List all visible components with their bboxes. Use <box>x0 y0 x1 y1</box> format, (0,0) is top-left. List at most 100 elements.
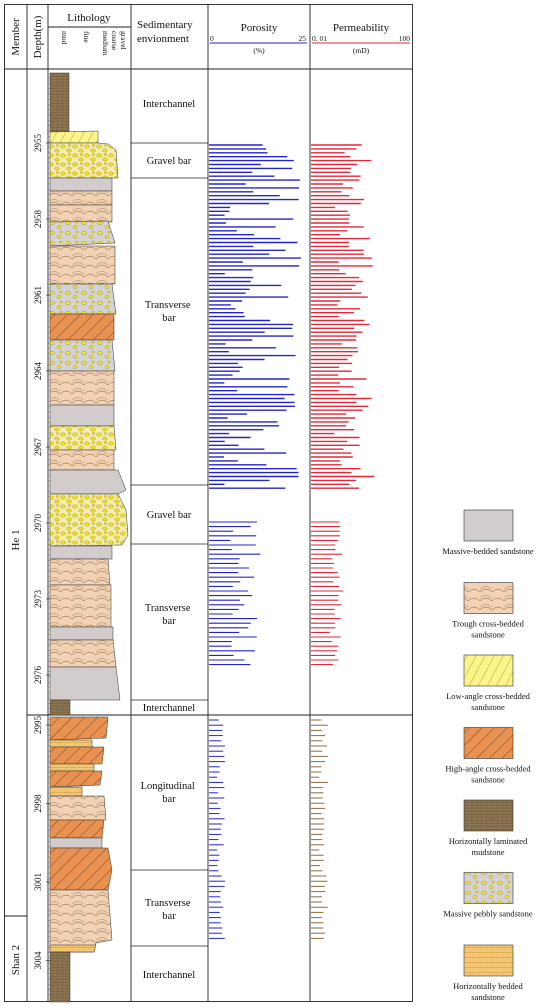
lith-pebbly-gravel-2 <box>49 425 117 451</box>
environment-interchannel-1: Interchannel <box>143 99 196 110</box>
legend-label-mud: mudstone <box>471 847 504 857</box>
porosity-header: Porosity <box>241 22 278 34</box>
lith-trough-7 <box>49 584 112 628</box>
lith-pebbly-gravel-3 <box>49 493 129 547</box>
depth-tick-lower-2: 3001 <box>33 873 43 891</box>
column-headers: Member Depth(m) Lithology mud fine mediu… <box>10 12 410 58</box>
legend-label-highangle: High-angle cross-bedded <box>445 764 531 774</box>
environment-transverse-bar-2: Transverse bar <box>145 603 193 627</box>
lith-lowangle <box>49 130 99 144</box>
legend-label-lowangle: Low-angle cross-bedded <box>446 691 531 701</box>
lith-trough-9 <box>49 795 107 821</box>
porosity-axis-max: 25 <box>299 34 307 43</box>
lith-massive-5 <box>49 626 114 641</box>
legend-label-highangle: sandstone <box>471 775 505 785</box>
grain-size-coarse: coarse <box>110 31 119 51</box>
legend-swatch-mud <box>463 799 514 832</box>
environment-gravel-bar-2: Gravel bar <box>147 510 192 521</box>
lith-mud-mid <box>49 699 71 716</box>
legend-label-horizontal: Horizontally bedded <box>453 981 523 991</box>
lith-massive-6 <box>49 666 121 701</box>
permeability-axis-max: 100 <box>399 34 411 43</box>
lithology-column <box>49 72 129 1003</box>
member-label-he1: He 1 <box>10 529 22 550</box>
legend: Massive-bedded sandstone Trough cross-bed… <box>442 509 534 1002</box>
member-label-shan2: Shan 2 <box>10 945 22 975</box>
environment-transverse-bar-1: Transverse bar <box>145 300 193 324</box>
lith-highangle-6 <box>49 847 113 891</box>
porosity-axis-min: 0 <box>210 34 214 43</box>
environment-labels: Interchannel Gravel bar Transverse bar G… <box>141 99 198 981</box>
lith-trough-3 <box>49 245 116 285</box>
environment-header-line1: Sedimentary <box>137 19 193 31</box>
depth-tick-upper-7: 2976 <box>33 666 43 685</box>
environment-transverse-bar-3: Transverse bar <box>145 898 193 922</box>
depth-tick-upper-5: 2970 <box>33 514 43 533</box>
legend-label-lowangle: sandstone <box>471 702 505 712</box>
legend-swatch-pebbly <box>463 872 514 904</box>
environment-header-line2: envionment <box>137 33 189 45</box>
lith-pebbly-3 <box>49 339 116 372</box>
porosity-log <box>209 144 301 939</box>
lith-mud-top <box>49 72 70 133</box>
lith-trough-1 <box>49 190 113 206</box>
depth-tick-upper-6: 2973 <box>33 590 43 609</box>
depth-axis: 2955 2958 2961 2964 2967 2970 2973 2976 2995 2998… <box>33 77 50 996</box>
legend-label-mud: Horizontally laminated <box>449 836 528 846</box>
legend-swatch-lowangle <box>463 654 514 687</box>
lith-highangle-5 <box>49 819 105 839</box>
lith-trough-6 <box>49 558 111 586</box>
environment-longitudinal-bar: Longitudinal bar <box>141 781 198 805</box>
lith-trough-4 <box>49 370 115 406</box>
lith-trough-2 <box>49 204 113 223</box>
depth-tick-lower-1: 2998 <box>33 794 43 813</box>
permeability-axis-min: 0. 01 <box>312 34 327 43</box>
lith-massive-3 <box>49 469 127 495</box>
legend-swatch-horizontal <box>463 944 514 977</box>
lith-pebbly-2 <box>49 283 117 315</box>
lith-trough-5 <box>49 449 115 471</box>
environment-interchannel-2: Interchannel <box>143 703 196 714</box>
permeability-log <box>311 144 374 939</box>
depth-tick-lower-0: 2995 <box>33 716 43 735</box>
lith-trough-8 <box>49 639 117 668</box>
depth-tick-lower-3: 3004 <box>33 951 43 970</box>
legend-swatch-trough <box>463 582 514 614</box>
lith-horizontal-1 <box>49 739 93 748</box>
grain-size-labels: mud fine medium coarse gravel <box>60 31 128 56</box>
lith-pebbly-gravel-1 <box>49 142 119 179</box>
lith-highangle-2 <box>49 716 109 741</box>
legend-label-pebbly: Massive pebbly sandstone <box>443 909 532 919</box>
environment-boundaries <box>131 142 208 947</box>
lith-horizontal-2 <box>49 763 95 772</box>
lith-highangle-1 <box>49 313 115 341</box>
depth-tick-upper-0: 2955 <box>33 134 43 153</box>
depth-tick-upper-2: 2961 <box>33 286 43 304</box>
permeability-unit: (mD) <box>353 46 370 55</box>
depth-tick-upper-4: 2967 <box>33 438 43 457</box>
lith-highangle-4 <box>49 770 103 788</box>
lithology-header: Lithology <box>67 12 111 24</box>
grain-size-gravel: gravel <box>119 31 128 50</box>
permeability-header: Permeability <box>333 22 390 34</box>
lith-massive-1 <box>49 177 113 192</box>
environment-gravel-bar-1: Gravel bar <box>147 156 192 167</box>
legend-label-trough: Trough cross-bedded <box>452 619 524 629</box>
lith-trough-10 <box>49 889 113 953</box>
depth-tick-upper-1: 2958 <box>33 210 43 229</box>
legend-swatch-highangle <box>463 727 514 759</box>
lith-horizontal-4 <box>49 944 97 953</box>
member-header: Member <box>10 18 22 56</box>
legend-label-massive: Massive-bedded sandstone <box>442 546 534 556</box>
lith-highangle-3 <box>49 746 105 765</box>
lith-pebbly-1 <box>49 220 116 247</box>
grain-size-fine: fine <box>82 31 91 43</box>
grain-size-mud: mud <box>60 31 69 45</box>
table-grid <box>4 4 413 1002</box>
legend-label-horizontal: sandstone <box>471 992 505 1002</box>
depth-tick-upper-3: 2964 <box>33 362 43 381</box>
lith-mud-bottom <box>49 951 71 1003</box>
legend-swatch-massive <box>463 509 514 542</box>
legend-label-trough: sandstone <box>471 630 505 640</box>
